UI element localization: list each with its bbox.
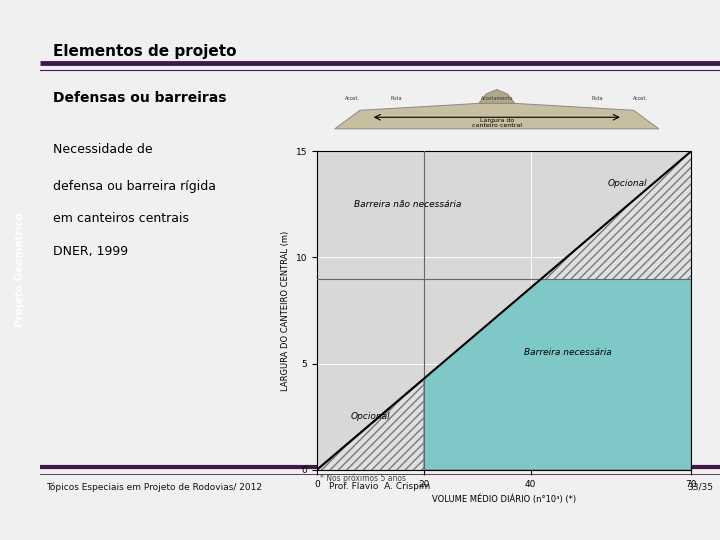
Text: Prof. Flavio  A. Crispim: Prof. Flavio A. Crispim	[329, 482, 431, 491]
Text: Tópicos Especiais em Projeto de Rodovias/ 2012: Tópicos Especiais em Projeto de Rodovias…	[46, 482, 262, 491]
Text: Largura do
canteiro central: Largura do canteiro central	[472, 118, 522, 129]
Text: Opcional: Opcional	[607, 179, 647, 187]
Text: Pista: Pista	[390, 96, 402, 101]
Y-axis label: LARGURA DO CANTEIRO CENTRAL (m): LARGURA DO CANTEIRO CENTRAL (m)	[281, 231, 290, 390]
X-axis label: VOLUME MÉDIO DIÁRIO (n°10³) (*): VOLUME MÉDIO DIÁRIO (n°10³) (*)	[432, 494, 576, 504]
Polygon shape	[479, 90, 515, 103]
Text: 33/35: 33/35	[687, 482, 714, 491]
Text: Acostamento: Acostamento	[481, 96, 513, 101]
Text: Pista: Pista	[592, 96, 603, 101]
Text: em canteiros centrais: em canteiros centrais	[53, 212, 189, 225]
Text: Necessidade de: Necessidade de	[53, 143, 153, 156]
Text: Defensas ou barreiras: Defensas ou barreiras	[53, 91, 227, 105]
Text: * Nos próximos 5 anos: * Nos próximos 5 anos	[320, 473, 406, 483]
Text: DNER, 1999: DNER, 1999	[53, 245, 128, 258]
Text: Opcional: Opcional	[351, 412, 390, 421]
Text: defensa ou barreira rígida: defensa ou barreira rígida	[53, 180, 216, 193]
Polygon shape	[541, 151, 691, 279]
Text: Acost.: Acost.	[346, 96, 360, 101]
Text: Barreira não necessária: Barreira não necessária	[354, 200, 462, 209]
Text: Acost.: Acost.	[634, 96, 648, 101]
Text: Barreira necessária: Barreira necessária	[524, 348, 612, 357]
Polygon shape	[424, 279, 691, 470]
Polygon shape	[317, 379, 424, 470]
Text: Elementos de projeto: Elementos de projeto	[53, 44, 237, 59]
Text: Projeto Geométrico: Projeto Geométrico	[14, 213, 25, 327]
Polygon shape	[335, 103, 659, 129]
